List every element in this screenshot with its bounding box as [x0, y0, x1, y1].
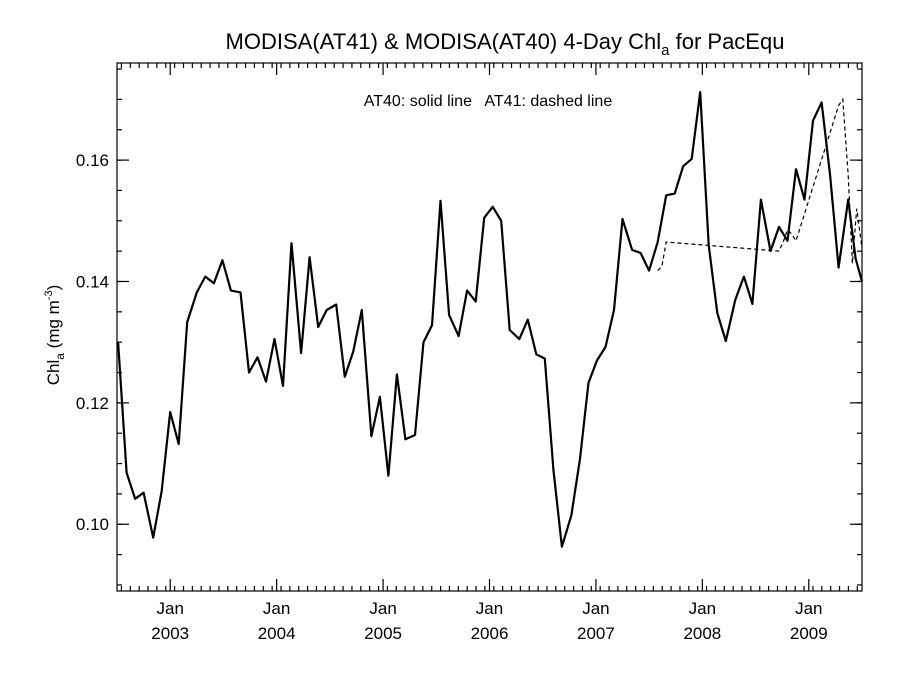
y-axis-label-units: (mg m [44, 300, 63, 353]
plot-frame [116, 62, 863, 592]
tick-labels: 0.10 0.12 0.14 0.16 Jan 2003 Jan 2004 Jan 2005 Jan… [76, 151, 828, 643]
y-tick-label: 0.14 [76, 272, 109, 291]
x-tick-label-month: Jan [263, 599, 290, 618]
x-tick-label-year: 2008 [683, 624, 721, 643]
chart-title-subscript: a [661, 42, 670, 59]
x-tick-label-year: 2004 [258, 624, 296, 643]
legend-text: AT40: solid line AT41: dashed line [364, 93, 613, 110]
y-axis-label: Chla (mg m-3) [43, 285, 67, 386]
y-axis-label-main: Chl [44, 360, 63, 386]
x-tick-label-month: Jan [582, 599, 609, 618]
y-axis-label-subscript: a [53, 353, 67, 360]
series-line-at40 [117, 90, 864, 548]
chart-title-suffix: for PacEqu [670, 29, 785, 54]
chart-title-main: MODISA(AT41) & MODISA(AT40) 4-Day Chl [226, 29, 662, 54]
y-tick-label: 0.12 [76, 394, 109, 413]
x-tick-label-year: 2003 [151, 624, 189, 643]
series-line-at41 [657, 97, 863, 272]
x-tick-label-month: Jan [476, 599, 503, 618]
x-tick-label-month: Jan [369, 599, 396, 618]
y-tick-label: 0.10 [76, 515, 109, 534]
y-axis-label-close: ) [44, 285, 63, 291]
x-tick-label-year: 2005 [364, 624, 402, 643]
x-tick-label-year: 2009 [790, 624, 828, 643]
y-axis-label-superscript: -3 [43, 290, 55, 300]
chart-title: MODISA(AT41) & MODISA(AT40) 4-Day Chla f… [226, 29, 785, 59]
x-tick-label-month: Jan [689, 599, 716, 618]
y-tick-label: 0.16 [76, 151, 109, 170]
x-tick-label-year: 2006 [471, 624, 509, 643]
x-tick-label-month: Jan [795, 599, 822, 618]
axis-ticks [117, 63, 862, 591]
x-tick-label-month: Jan [157, 599, 184, 618]
series-lines [117, 90, 864, 548]
x-tick-label-year: 2007 [577, 624, 615, 643]
